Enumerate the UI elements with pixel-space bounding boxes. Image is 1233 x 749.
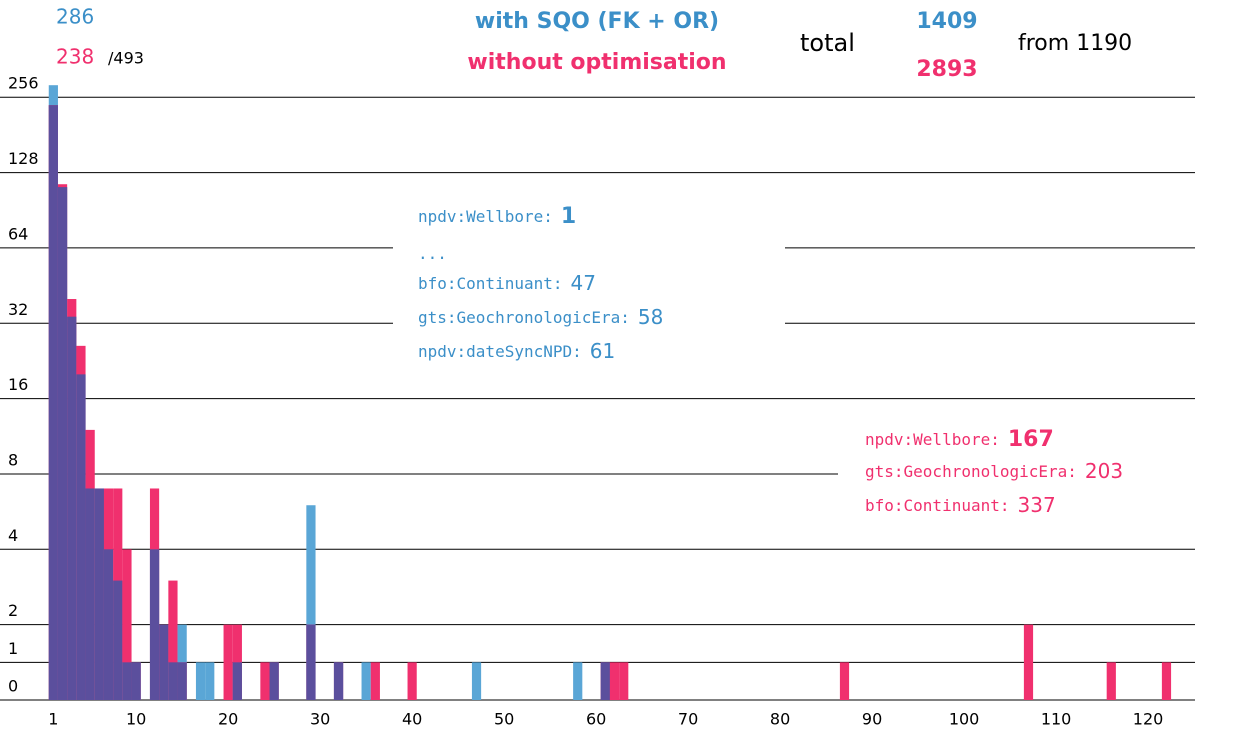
overlap-bar — [131, 662, 141, 700]
bar — [205, 662, 215, 700]
y-tick-label: 0 — [8, 677, 18, 696]
overlap-bar — [232, 662, 242, 700]
annotation-name: npdv:Wellbore: — [865, 430, 1000, 449]
overlap-bar — [94, 488, 104, 700]
annotation-box — [838, 418, 1233, 522]
bar — [1161, 662, 1172, 700]
annotation-line: npdv:Wellbore: 167 — [865, 427, 1054, 452]
overlap-bar — [149, 549, 160, 700]
annotation-name: npdv:dateSyncNPD: — [418, 342, 582, 361]
annotation-count: 58 — [638, 305, 663, 329]
y-tick-label: 16 — [8, 375, 28, 394]
annotation-line: gts:GeochronologicEra: 58 — [418, 305, 663, 329]
x-tick-label: 20 — [218, 710, 238, 729]
y-tick-label: 64 — [8, 224, 28, 243]
bar — [168, 580, 178, 700]
count-with: 286 — [56, 5, 94, 29]
annotation-name: npdv:Wellbore: — [418, 207, 553, 226]
annotation-box — [393, 198, 785, 366]
overlap-bar — [122, 662, 132, 700]
bar — [361, 662, 371, 700]
annotation-name: ... — [418, 244, 447, 263]
bar — [573, 662, 583, 700]
bar — [609, 662, 620, 700]
y-tick-label: 4 — [8, 526, 18, 545]
x-tick-label: 50 — [494, 710, 514, 729]
overlap-bar — [113, 580, 123, 700]
annotation-name: bfo:Continuant: — [418, 274, 563, 293]
annotation-name: gts:GeochronologicEra: — [418, 308, 630, 327]
annotation-line: npdv:dateSyncNPD: 61 — [418, 339, 615, 363]
bar — [260, 662, 270, 700]
x-tick-label: 40 — [402, 710, 422, 729]
overlap-bar — [159, 624, 169, 700]
bar — [407, 662, 417, 700]
bar — [471, 662, 482, 700]
overlap-bar — [85, 488, 95, 700]
x-tick-label: 60 — [586, 710, 606, 729]
x-tick-label: 90 — [862, 710, 882, 729]
x-tick-label: 80 — [770, 710, 790, 729]
y-tick-label: 2 — [8, 601, 18, 620]
x-tick-label: 100 — [949, 710, 980, 729]
from-label: from 1190 — [1018, 31, 1132, 56]
annotation-count: 61 — [590, 339, 615, 363]
bar — [839, 662, 850, 700]
overlap-bar — [333, 662, 344, 700]
total-without: 2893 — [916, 57, 977, 82]
overlap-bar — [600, 662, 610, 700]
x-tick-label: 120 — [1133, 710, 1164, 729]
overlap-bar — [48, 105, 58, 700]
overlap-bar — [57, 187, 68, 701]
annotation-line: bfo:Continuant: 337 — [865, 493, 1056, 517]
count-of: /493 — [108, 49, 144, 68]
annotation-count: 167 — [1008, 427, 1054, 452]
x-tick-label: 10 — [126, 710, 146, 729]
annotation-line: bfo:Continuant: 47 — [418, 271, 596, 295]
bar — [370, 662, 380, 700]
count-without: 238 — [56, 45, 94, 69]
bar — [306, 505, 316, 700]
annotation-name: gts:GeochronologicEra: — [865, 462, 1077, 481]
annotation-count: 337 — [1018, 493, 1056, 517]
y-tick-label: 256 — [8, 74, 39, 93]
annotation-line: npdv:Wellbore: 1 — [418, 204, 576, 229]
bars — [48, 85, 1172, 701]
chart-title: with SQO (FK + OR) — [475, 9, 719, 34]
bar — [122, 549, 132, 700]
overlap-bar — [103, 549, 114, 700]
annotation-line: ... — [418, 244, 447, 263]
annotations: npdv:Wellbore: 1... bfo:Continuant: 47 gts:G… — [418, 204, 1123, 517]
y-tick-label: 8 — [8, 450, 18, 469]
bar — [619, 662, 629, 700]
y-tick-label: 1 — [8, 639, 18, 658]
annotation-count: 1 — [561, 204, 576, 229]
bar — [1106, 662, 1116, 700]
overlap-bar — [76, 374, 86, 700]
y-tick-label: 128 — [8, 149, 39, 168]
bar — [195, 662, 206, 700]
annotation-name: bfo:Continuant: — [865, 496, 1010, 515]
overlap-bar — [306, 624, 316, 700]
annotation-count: 47 — [571, 271, 596, 295]
y-tick-label: 32 — [8, 300, 28, 319]
bar — [1023, 624, 1034, 700]
overlap-bar — [67, 316, 77, 700]
x-tick-label: 110 — [1041, 710, 1072, 729]
x-tick-label: 30 — [310, 710, 330, 729]
x-tick-label: 70 — [678, 710, 698, 729]
bar — [223, 624, 233, 700]
x-tick-label: 1 — [48, 710, 58, 729]
annotation-line: gts:GeochronologicEra: 203 — [865, 459, 1123, 483]
chart-subtitle: without optimisation — [467, 50, 726, 75]
total-with: 1409 — [916, 9, 977, 34]
overlap-bar — [177, 662, 187, 700]
overlap-bar — [269, 662, 279, 700]
grid — [0, 96, 1195, 701]
annotation-count: 203 — [1085, 459, 1123, 483]
overlap-bar — [168, 662, 178, 700]
total-label: total — [800, 29, 855, 57]
